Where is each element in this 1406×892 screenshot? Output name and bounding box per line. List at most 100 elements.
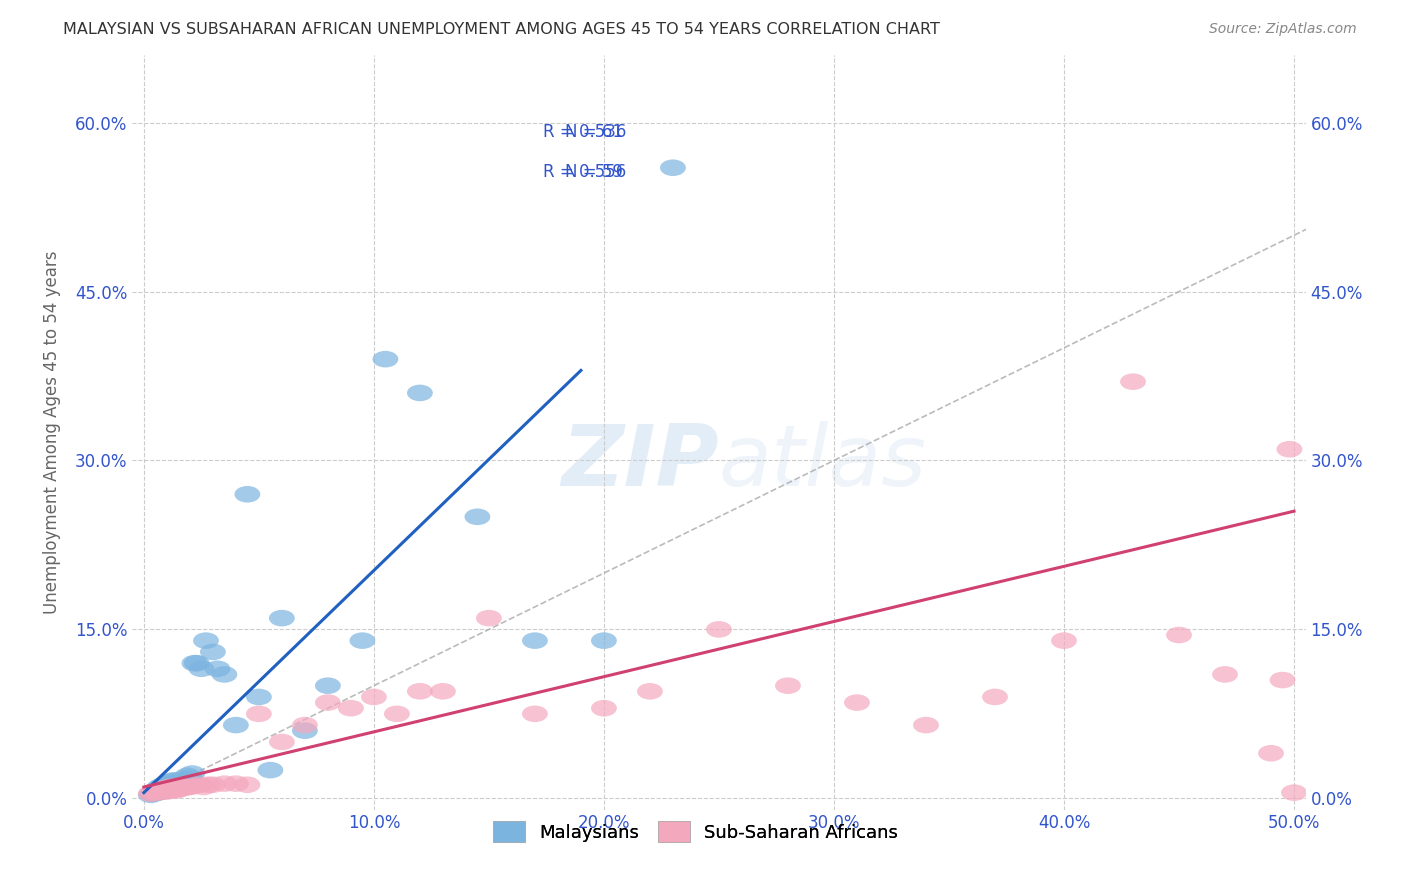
Text: MALAYSIAN VS SUBSAHARAN AFRICAN UNEMPLOYMENT AMONG AGES 45 TO 54 YEARS CORRELATI: MALAYSIAN VS SUBSAHARAN AFRICAN UNEMPLOY… — [63, 22, 941, 37]
Ellipse shape — [141, 786, 166, 802]
Ellipse shape — [315, 694, 340, 711]
Ellipse shape — [1277, 441, 1302, 458]
Ellipse shape — [159, 773, 184, 789]
Ellipse shape — [1121, 374, 1146, 390]
Ellipse shape — [160, 780, 187, 797]
Ellipse shape — [145, 784, 170, 801]
Ellipse shape — [149, 783, 176, 800]
Text: atlas: atlas — [718, 421, 927, 504]
Ellipse shape — [160, 772, 187, 789]
Ellipse shape — [844, 694, 870, 711]
Ellipse shape — [155, 782, 180, 798]
Ellipse shape — [145, 782, 170, 798]
Ellipse shape — [373, 351, 398, 368]
Ellipse shape — [142, 783, 169, 800]
Ellipse shape — [1258, 745, 1284, 762]
Legend: Malaysians, Sub-Saharan Africans: Malaysians, Sub-Saharan Africans — [485, 814, 905, 849]
Ellipse shape — [177, 779, 202, 796]
Ellipse shape — [1212, 666, 1237, 682]
Ellipse shape — [246, 689, 271, 706]
Ellipse shape — [177, 770, 202, 787]
Ellipse shape — [148, 779, 173, 796]
Ellipse shape — [659, 160, 686, 176]
Ellipse shape — [406, 683, 433, 699]
Ellipse shape — [211, 775, 238, 792]
Ellipse shape — [269, 610, 295, 626]
Ellipse shape — [138, 787, 163, 803]
Ellipse shape — [706, 621, 733, 638]
Ellipse shape — [152, 776, 177, 793]
Text: R = 0.536: R = 0.536 — [543, 123, 626, 141]
Ellipse shape — [591, 632, 617, 649]
Ellipse shape — [522, 632, 548, 649]
Ellipse shape — [156, 775, 183, 792]
Ellipse shape — [152, 782, 177, 798]
Ellipse shape — [156, 779, 183, 796]
Ellipse shape — [156, 779, 183, 796]
Ellipse shape — [155, 780, 180, 797]
Ellipse shape — [142, 784, 169, 801]
Ellipse shape — [159, 782, 184, 798]
Ellipse shape — [142, 783, 169, 800]
Ellipse shape — [292, 723, 318, 739]
Ellipse shape — [246, 706, 271, 723]
Ellipse shape — [430, 683, 456, 699]
Ellipse shape — [637, 683, 662, 699]
Ellipse shape — [170, 780, 195, 797]
Text: R = 0.556: R = 0.556 — [543, 162, 626, 181]
Ellipse shape — [138, 786, 163, 802]
Ellipse shape — [155, 775, 180, 792]
Ellipse shape — [211, 666, 238, 682]
Ellipse shape — [163, 775, 188, 792]
Ellipse shape — [257, 762, 283, 779]
Ellipse shape — [775, 677, 801, 694]
Ellipse shape — [235, 776, 260, 793]
Ellipse shape — [163, 779, 188, 796]
Ellipse shape — [156, 781, 183, 797]
Ellipse shape — [188, 660, 214, 677]
Ellipse shape — [156, 782, 183, 798]
Ellipse shape — [200, 644, 226, 660]
Ellipse shape — [1166, 627, 1192, 643]
Ellipse shape — [173, 773, 198, 789]
Ellipse shape — [149, 778, 176, 794]
Ellipse shape — [174, 767, 201, 784]
Ellipse shape — [193, 632, 219, 649]
Ellipse shape — [145, 781, 170, 797]
Ellipse shape — [155, 778, 180, 794]
Ellipse shape — [1281, 784, 1308, 801]
Ellipse shape — [195, 776, 221, 793]
Ellipse shape — [152, 782, 177, 798]
Ellipse shape — [141, 784, 166, 801]
Ellipse shape — [170, 771, 195, 788]
Ellipse shape — [160, 781, 187, 797]
Ellipse shape — [149, 783, 176, 800]
Ellipse shape — [912, 717, 939, 733]
Ellipse shape — [148, 781, 173, 797]
Ellipse shape — [163, 782, 188, 798]
Ellipse shape — [350, 632, 375, 649]
Ellipse shape — [155, 783, 180, 800]
Ellipse shape — [159, 779, 184, 796]
Ellipse shape — [1052, 632, 1077, 649]
Ellipse shape — [167, 780, 194, 797]
Ellipse shape — [160, 776, 187, 793]
Y-axis label: Unemployment Among Ages 45 to 54 years: Unemployment Among Ages 45 to 54 years — [44, 251, 60, 614]
Ellipse shape — [159, 780, 184, 797]
Ellipse shape — [522, 706, 548, 723]
Text: N = 61: N = 61 — [565, 123, 623, 141]
Ellipse shape — [166, 781, 191, 797]
Ellipse shape — [181, 655, 207, 672]
Ellipse shape — [180, 765, 205, 781]
Ellipse shape — [163, 779, 188, 796]
Ellipse shape — [315, 677, 340, 694]
Ellipse shape — [361, 689, 387, 706]
Ellipse shape — [159, 776, 184, 793]
Ellipse shape — [406, 384, 433, 401]
Ellipse shape — [166, 778, 191, 794]
Ellipse shape — [186, 776, 212, 793]
Text: N = 59: N = 59 — [565, 162, 623, 181]
Text: Source: ZipAtlas.com: Source: ZipAtlas.com — [1209, 22, 1357, 37]
Ellipse shape — [292, 717, 318, 733]
Ellipse shape — [166, 779, 191, 796]
